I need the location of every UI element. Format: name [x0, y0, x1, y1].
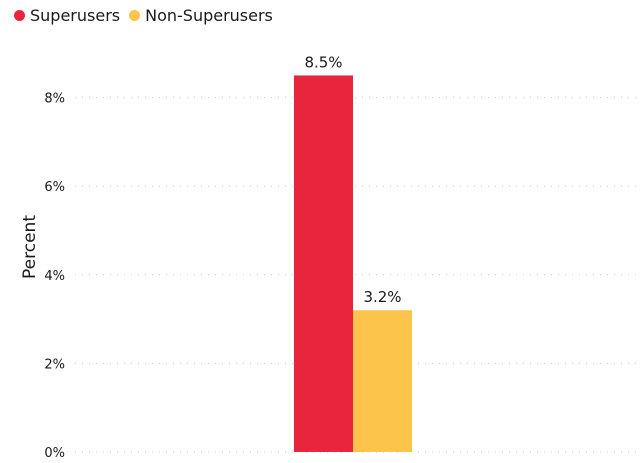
y-axis-title: Percent [20, 215, 40, 279]
legend-item-superusers[interactable]: Superusers [14, 6, 120, 25]
bars [294, 75, 412, 452]
data-label-non-superusers: 3.2% [363, 288, 401, 306]
chart-legend: Superusers Non-Superusers [14, 4, 273, 26]
legend-label-superusers: Superusers [30, 5, 121, 25]
legend-marker-non-superusers [129, 9, 141, 21]
y-tick-label-2: 2% [44, 357, 65, 372]
bar-superusers[interactable] [294, 75, 353, 452]
data-labels: 8.5% 3.2% [304, 53, 401, 306]
y-tick-label-8: 8% [44, 92, 65, 107]
legend-item-non-superusers[interactable]: Non-Superusers [129, 6, 273, 25]
y-tick-label-0: 0% [44, 446, 65, 461]
legend-marker-superusers [14, 9, 25, 21]
data-label-superusers: 8.5% [304, 53, 342, 71]
y-tick-label-6: 6% [44, 180, 65, 195]
legend-label-non-superusers: Non-Superusers [145, 5, 273, 25]
bar-non-superusers[interactable] [353, 310, 412, 452]
y-tick-label-4: 4% [44, 269, 65, 284]
y-axis-ticks: 0% 2% 4% 6% 8% [44, 92, 65, 461]
